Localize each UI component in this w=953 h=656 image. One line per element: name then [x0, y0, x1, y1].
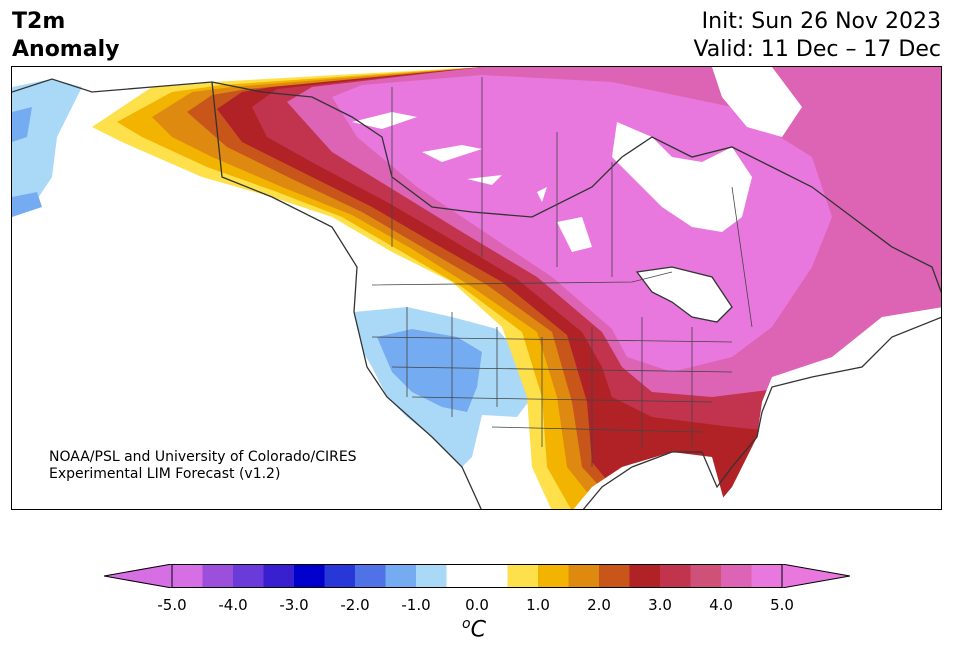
credit-line-2: Experimental LIM Forecast (v1.2)	[49, 466, 281, 482]
forecast-dates: Init: Sun 26 Nov 2023 Valid: 11 Dec – 17…	[693, 8, 941, 64]
colorbar-segment	[446, 564, 478, 588]
colorbar-segment	[416, 564, 447, 588]
valid-date: Valid: 11 Dec – 17 Dec	[693, 37, 941, 62]
colorbar-segment	[507, 564, 539, 588]
colorbar-segment	[233, 564, 264, 588]
colorbar-segment	[690, 564, 722, 588]
colorbar-segment	[355, 564, 386, 588]
pacific-ocean	[12, 177, 481, 509]
colorbar-tick-label: -5.0	[157, 596, 187, 614]
colorbar-tick-label: 2.0	[587, 596, 611, 614]
colorbar-tick-label: -3.0	[279, 596, 309, 614]
colorbar-tick-label: -4.0	[218, 596, 248, 614]
colorbar-tick-label: 4.0	[709, 596, 733, 614]
title-line-2: Anomaly	[12, 37, 120, 62]
cooler-region-alaska	[12, 107, 42, 217]
credit-text: NOAA/PSL and University of Colorado/CIRE…	[49, 449, 357, 483]
colorbar-frame	[171, 564, 783, 588]
colorbar-segment	[477, 564, 508, 588]
atlantic-ocean	[713, 307, 941, 509]
colorbar-tick-label: 1.0	[526, 596, 550, 614]
white-lakes	[352, 112, 592, 252]
colorbar-ticks: -5.0 -4.0 -3.0 -2.0 -1.0 0.0 1.0 2.0 3.0 4.0 5.0	[0, 596, 953, 616]
colorbar-segment	[172, 564, 203, 588]
colorbar-segment	[263, 564, 295, 588]
colorbar-segment	[751, 564, 783, 588]
colorbar-segment	[599, 564, 630, 588]
gulf-of-mexico	[573, 452, 727, 509]
colorbar-segment	[385, 564, 417, 588]
colorbar-units: oC	[462, 616, 486, 642]
colorbar-segment	[538, 564, 569, 588]
colorbar-segment	[294, 564, 325, 588]
colorbar-segment	[721, 564, 752, 588]
colorbar	[104, 564, 850, 588]
colorbar-segment	[568, 564, 600, 588]
title-line-1: T2m	[12, 9, 66, 34]
great-lakes	[637, 267, 732, 322]
colorbar-tick-label: 0.0	[465, 596, 489, 614]
anomaly-map	[11, 66, 942, 510]
colorbar-tick-label: -1.0	[401, 596, 431, 614]
colorbar-segment	[629, 564, 661, 588]
coastlines	[12, 78, 941, 509]
colorbar-under-arrow	[104, 564, 173, 588]
colorbar-tick-label: -2.0	[340, 596, 370, 614]
political-borders	[371, 77, 753, 467]
colorbar-tick-label: 5.0	[770, 596, 794, 614]
colorbar-segment	[660, 564, 691, 588]
map-graphic	[12, 67, 941, 509]
credit-line-1: NOAA/PSL and University of Colorado/CIRE…	[49, 449, 357, 465]
units-superscript: o	[462, 616, 471, 632]
colorbar-segment	[202, 564, 234, 588]
colorbar-segment	[324, 564, 356, 588]
map-title: T2m Anomaly	[12, 8, 119, 64]
colorbar-over-arrow	[781, 564, 850, 588]
colorbar-tick-label: 3.0	[648, 596, 672, 614]
cooler-region-southwest	[377, 329, 482, 412]
units-label: C	[470, 617, 486, 643]
baffin-bay	[712, 67, 802, 137]
init-date: Init: Sun 26 Nov 2023	[701, 9, 941, 34]
hudson-bay	[612, 122, 752, 232]
